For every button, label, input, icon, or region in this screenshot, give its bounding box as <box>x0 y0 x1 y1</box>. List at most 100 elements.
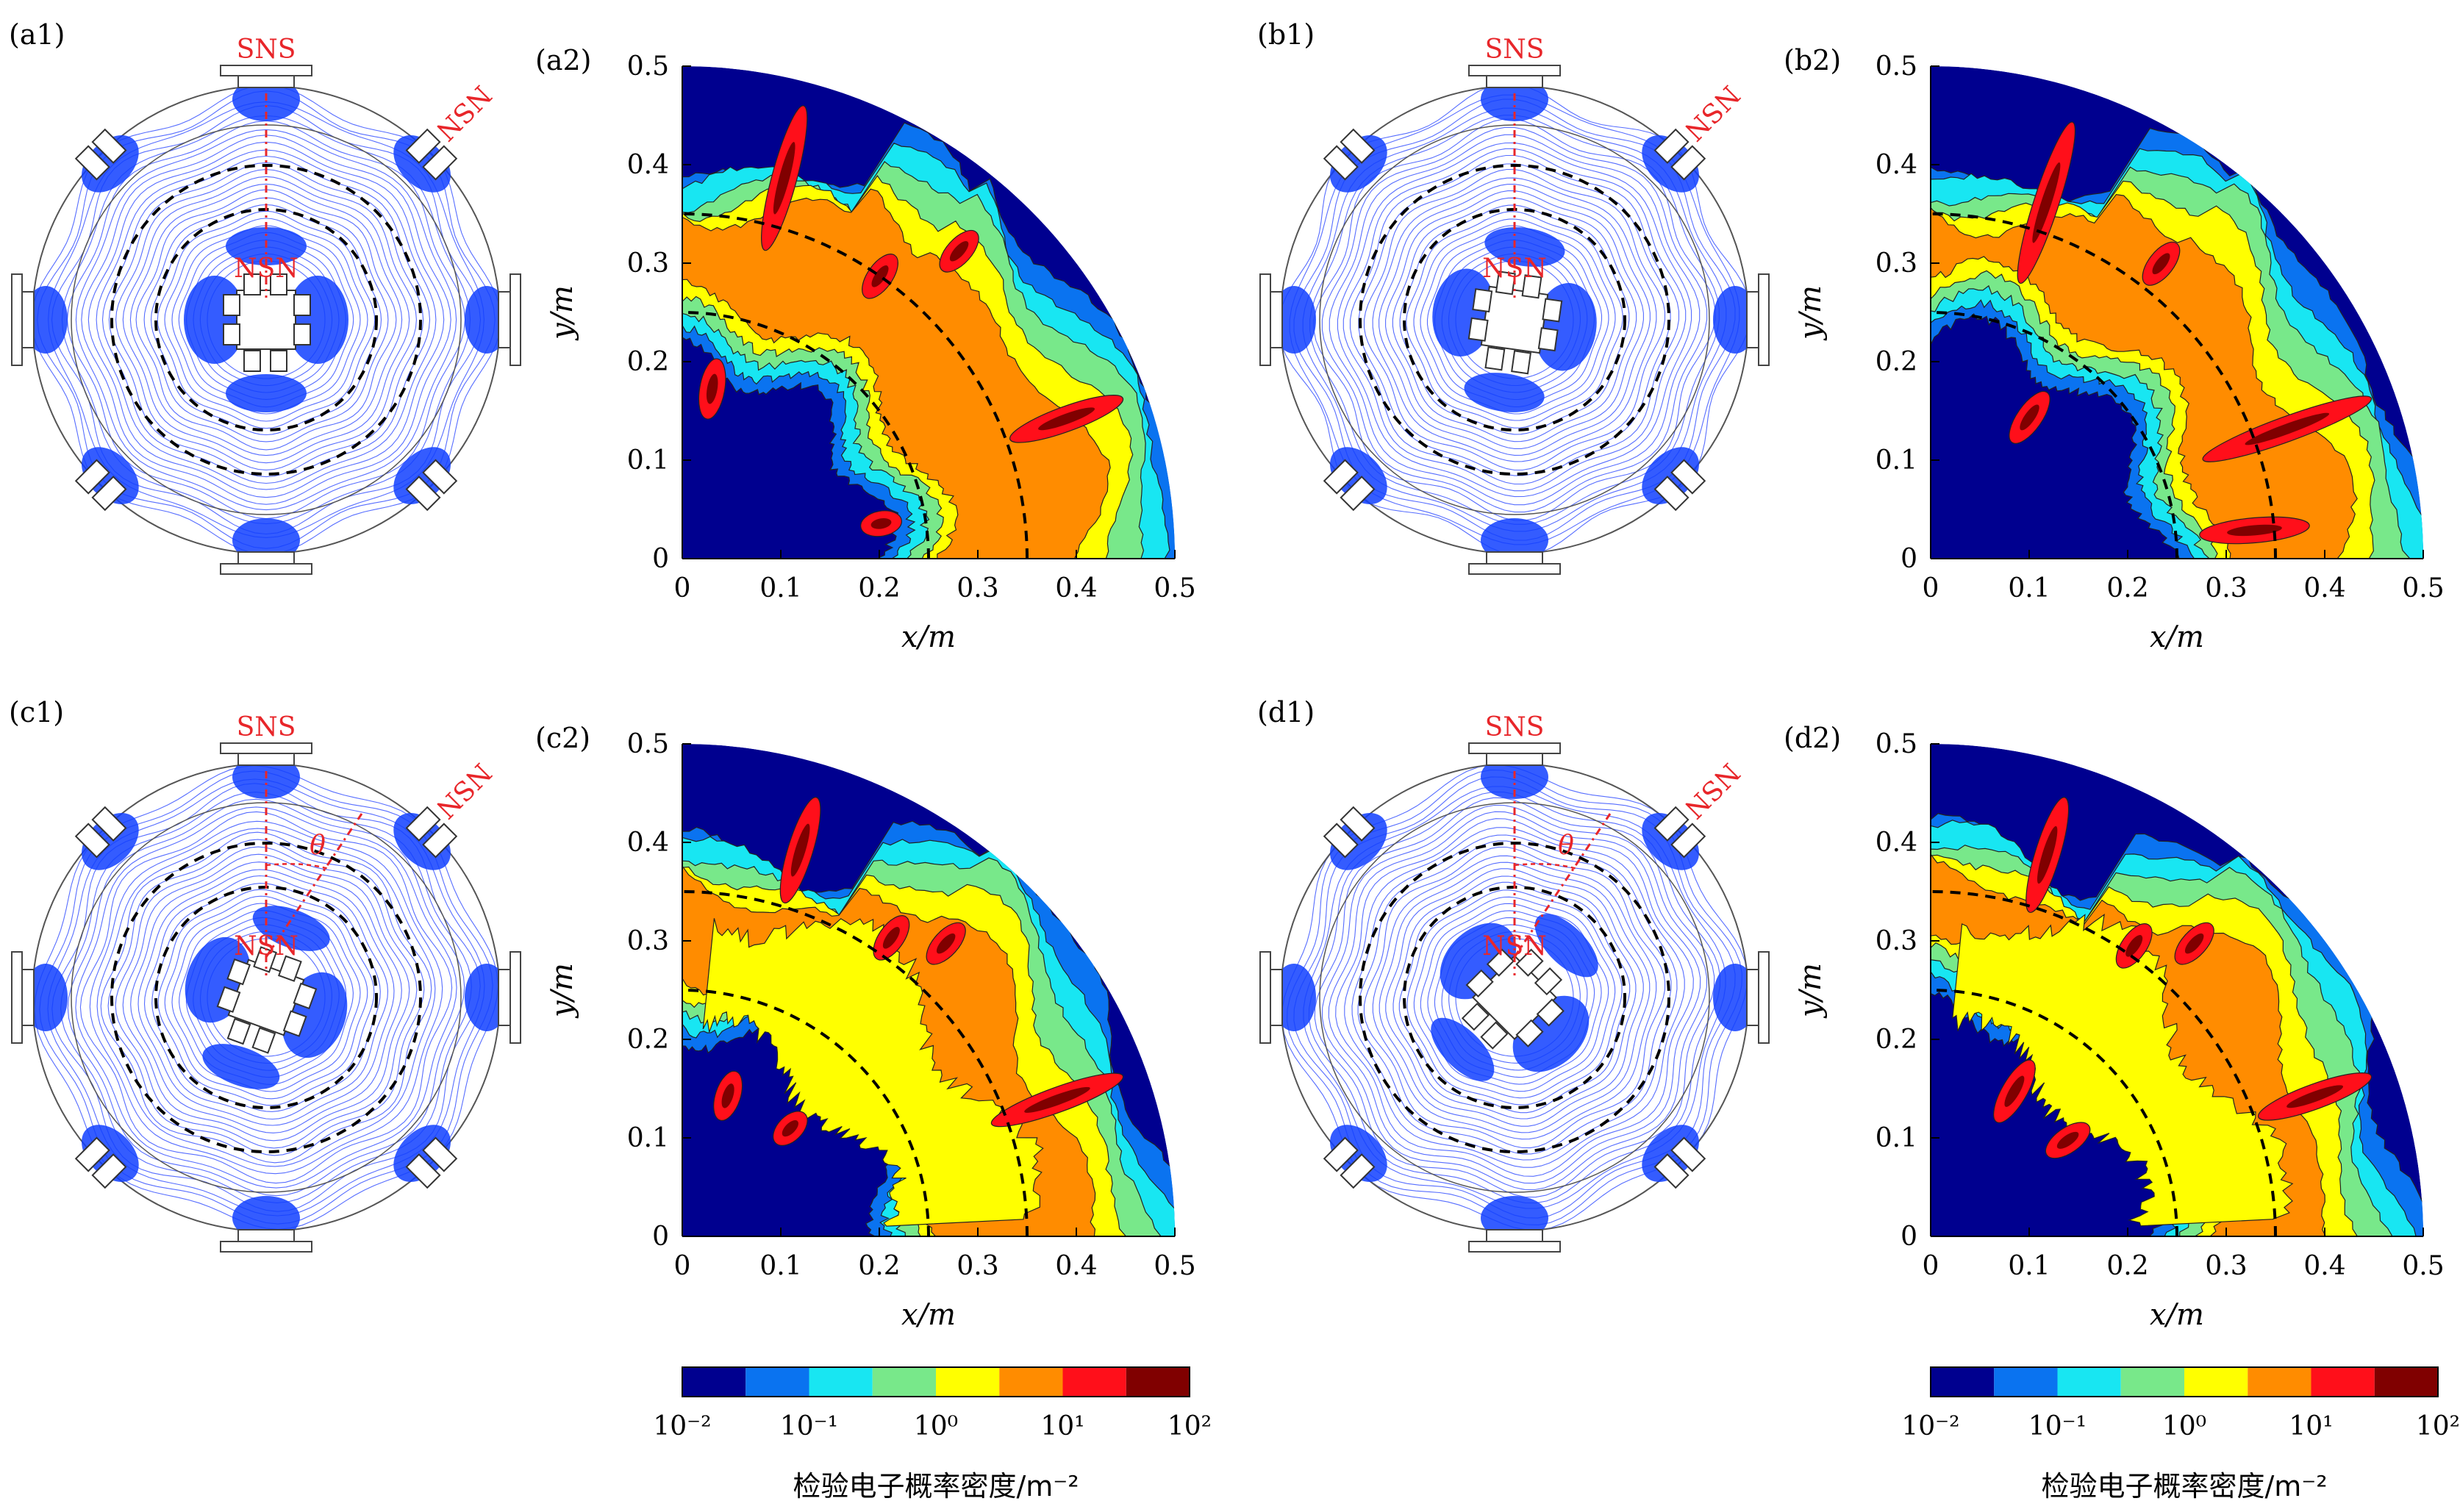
inner-flux-spot <box>202 1044 280 1089</box>
x-axis-label: x/m <box>901 1298 956 1332</box>
outer-magnet <box>1642 128 1706 193</box>
field-line <box>1406 889 1623 1106</box>
panel-label: (b1) <box>1257 18 1315 51</box>
magnet-block <box>1653 1153 1690 1189</box>
field-line <box>1385 190 1644 449</box>
magnet-block <box>1323 823 1359 859</box>
colorbar-swatch <box>1994 1367 2058 1397</box>
field-line <box>122 853 410 1142</box>
colorbar-swatch <box>682 1367 746 1397</box>
y-tick-label: 0.3 <box>1876 248 1917 279</box>
hotspot-core <box>782 1120 798 1137</box>
x-axis-label: x/m <box>2150 1298 2204 1332</box>
field-line <box>87 141 445 498</box>
dashed-boundary-circle <box>1930 989 2178 1237</box>
outer-magnet <box>393 447 458 512</box>
y-tick-label: 0.1 <box>1876 1123 1917 1153</box>
field-line <box>1372 855 1657 1140</box>
x-tick-label: 0.3 <box>957 1251 998 1281</box>
theta-label: θ <box>1558 831 1574 861</box>
panel-label: (b2) <box>1784 44 1841 76</box>
inner-core <box>1472 955 1557 1040</box>
dashed-boundary-circle <box>1930 890 2277 1237</box>
hotspot-core <box>1038 407 1095 431</box>
magnet-block <box>1270 969 1283 1026</box>
contour-core-yellow <box>1952 913 2294 1227</box>
theta-label: θ <box>310 831 326 861</box>
field-line <box>143 197 389 443</box>
y-tick-label: 0.4 <box>1876 150 1917 180</box>
dashed-ring <box>1359 842 1670 1153</box>
y-axis-label: y/m <box>1794 963 1828 1019</box>
magnet-block <box>1270 291 1283 348</box>
y-tick-label: 0.3 <box>1876 926 1917 956</box>
contour-field <box>1931 66 2423 559</box>
colorbar-swatch <box>2311 1367 2375 1397</box>
dashed-ring <box>110 164 422 476</box>
angle-arc <box>265 863 329 870</box>
magnet-block <box>237 1229 295 1242</box>
colorbar-tick-label: 10⁻¹ <box>780 1411 838 1441</box>
x-tick-label: 0.2 <box>2106 573 2148 603</box>
inner-magnet-block <box>293 982 318 1010</box>
y-axis-label: y/m <box>1794 285 1828 341</box>
x-axis-label: x/m <box>901 620 956 654</box>
dashed-boundary-circle <box>1930 212 2277 559</box>
inner-core <box>227 959 305 1036</box>
contour-plot-d2: 0 0.1 0.2 0.3 0.4 0.5 0 0.1 0.2 0.3 0.4 0.5 x/m y/m (d… <box>1784 722 2445 1332</box>
x-tick-label: 0.2 <box>858 573 900 603</box>
inner-magnet-block <box>293 323 311 345</box>
colorbar-swatch <box>999 1367 1063 1397</box>
magnet-block <box>1340 476 1376 512</box>
magnet-block <box>498 291 511 348</box>
inner-flux-spot <box>252 906 330 951</box>
field-line <box>96 828 436 1167</box>
field-line <box>1344 827 1685 1168</box>
field-line <box>89 820 443 1175</box>
inner-magnet-block <box>293 294 311 316</box>
y-tick-label: 0.2 <box>1876 347 1917 377</box>
inner-magnet-block <box>226 1017 251 1045</box>
inner-flux-spot <box>1431 1017 1495 1081</box>
hotspot-core <box>936 933 956 954</box>
field-line <box>1413 896 1616 1099</box>
colorbar-tick-label: 10¹ <box>2289 1411 2333 1441</box>
magnet-block <box>21 291 35 348</box>
angle-ray <box>1513 813 1612 958</box>
magnet-schematic-a1: SNS NSN NSN (a1) <box>9 18 521 575</box>
inner-magnet-block <box>1542 298 1563 323</box>
outer-magnet <box>1642 1125 1706 1189</box>
panel-label: (d1) <box>1257 696 1315 728</box>
inner-magnet-block <box>223 323 240 345</box>
y-tick-label: 0 <box>1901 544 1917 574</box>
x-tick-label: 0.3 <box>2205 573 2247 603</box>
field-line <box>115 846 418 1149</box>
magnet-block <box>1670 145 1706 181</box>
outer-magnet-label: SNS <box>237 712 296 742</box>
magnet-block <box>237 551 295 565</box>
y-tick-label: 0.5 <box>1876 51 1917 82</box>
magnet-block <box>237 753 295 766</box>
inner-magnet-block <box>1465 969 1494 997</box>
x-tick-label: 0 <box>1923 1251 1939 1281</box>
magnet-block <box>1486 75 1543 88</box>
y-tick-label: 0.4 <box>627 150 669 180</box>
outer-magnet <box>1468 518 1561 575</box>
magnet-block <box>74 145 110 181</box>
x-tick-label: 0.2 <box>2106 1251 2148 1281</box>
outer-magnet <box>74 1125 139 1189</box>
hotspot-core <box>2032 162 2061 243</box>
magnet-block <box>237 75 295 88</box>
field-line <box>75 129 457 511</box>
colorbar-tick-label: 10¹ <box>1040 1411 1084 1441</box>
y-tick-label: 0 <box>1901 1222 1917 1252</box>
panel-label: (a1) <box>9 18 65 51</box>
outer-magnet <box>1259 951 1316 1044</box>
panel-label: (c2) <box>535 722 590 754</box>
inner-magnet-block <box>251 1027 276 1054</box>
outer-magnet <box>465 273 521 366</box>
diagonal-magnet-label: NSN <box>430 757 497 824</box>
magnet-block <box>1323 1136 1359 1172</box>
